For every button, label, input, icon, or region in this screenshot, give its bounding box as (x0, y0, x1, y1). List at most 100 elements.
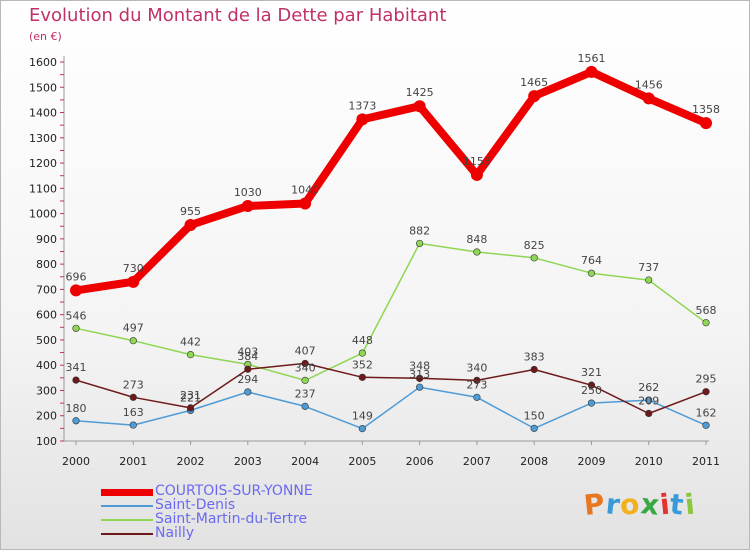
legend-swatch (101, 519, 153, 521)
x-tick-label: 2000 (62, 455, 90, 468)
data-label: 442 (180, 336, 201, 349)
series-line-3 (75, 362, 707, 415)
data-point (702, 421, 710, 429)
data-point (301, 402, 309, 410)
data-label: 273 (123, 378, 144, 391)
data-label: 825 (524, 239, 545, 252)
x-tick-labels: 2000 2001 2002 2003 2004 2005 2006 2007 2008 2009… (62, 455, 720, 468)
data-point (702, 388, 710, 396)
y-tick-label: 1300 (29, 132, 57, 145)
data-label: 295 (696, 373, 717, 386)
chart-axes (60, 56, 709, 445)
logo-letter: P (582, 486, 608, 523)
data-label: 348 (409, 359, 430, 372)
y-tick-label: 1100 (29, 182, 57, 195)
data-point (530, 254, 538, 262)
line-chart: 100 200 300 400 500 600 700 800 900 1000 1100 1200 1… (29, 52, 721, 468)
data-point (645, 396, 653, 404)
y-tick-label: 600 (36, 309, 57, 322)
x-tick-label: 2004 (291, 455, 319, 468)
data-point (473, 376, 481, 384)
data-point (585, 65, 598, 78)
data-label: 352 (352, 358, 373, 371)
data-label: 221 (180, 391, 201, 404)
data-point (645, 276, 653, 284)
data-point (129, 421, 137, 429)
x-tick-label: 2001 (119, 455, 147, 468)
data-point (72, 417, 80, 425)
data-label: 407 (295, 344, 316, 357)
data-label: 882 (409, 224, 430, 237)
data-label: 1561 (577, 52, 605, 65)
y-tick-label: 400 (36, 359, 57, 372)
data-point (299, 197, 312, 210)
data-point (186, 404, 195, 412)
data-point (301, 376, 309, 384)
data-point (473, 393, 481, 401)
data-point (358, 373, 366, 381)
series-layer (70, 65, 712, 433)
legend-swatch (101, 488, 153, 496)
x-tick-label: 2008 (520, 455, 548, 468)
data-label: 384 (237, 350, 258, 363)
data-point (129, 337, 137, 345)
data-label: 237 (295, 387, 316, 400)
data-point (184, 218, 197, 231)
legend-label: COURTOIS-SUR-YONNE (155, 483, 313, 499)
data-point (528, 90, 541, 103)
x-tick-label: 2009 (577, 455, 605, 468)
data-label: 149 (352, 410, 373, 423)
chart-subtitle: (en €) (29, 30, 62, 43)
data-point (416, 239, 424, 248)
data-label: 273 (466, 378, 487, 391)
data-point (72, 376, 80, 384)
data-label: 1153 (463, 155, 491, 168)
data-point (241, 200, 254, 213)
data-point (358, 425, 366, 433)
data-label: 383 (524, 350, 545, 363)
x-tick-label: 2010 (635, 455, 663, 468)
data-point (587, 381, 596, 389)
data-point (473, 248, 481, 256)
data-label: 497 (123, 322, 144, 335)
y-tick-label: 1200 (29, 157, 57, 170)
data-label: 764 (581, 254, 602, 267)
series-line-0 (75, 67, 708, 295)
data-label: 1425 (406, 86, 434, 99)
y-tick-label: 700 (36, 283, 57, 296)
data-point (358, 349, 366, 357)
data-point (244, 365, 252, 373)
y-tick-label: 500 (36, 334, 57, 347)
y-tick-label: 1600 (29, 56, 57, 69)
data-point (642, 92, 655, 105)
data-label-layer: 180 163 221 294 237 149 313 273 150 250 262 162 546 4… (66, 52, 721, 423)
data-label: 730 (123, 262, 144, 275)
y-tick-label: 900 (36, 233, 57, 246)
y-tick-label: 100 (36, 435, 57, 448)
data-point (413, 100, 426, 113)
data-point (244, 388, 252, 396)
data-point (416, 383, 424, 391)
legend-label: Saint-Martin-du-Tertre (155, 511, 308, 527)
data-label: 568 (696, 304, 717, 317)
y-tick-label: 1400 (29, 107, 57, 120)
data-label: 321 (581, 366, 602, 379)
data-point (702, 319, 710, 327)
data-label: 696 (66, 270, 87, 283)
y-tick-label: 300 (36, 384, 57, 397)
data-label: 250 (581, 384, 602, 397)
data-label: 162 (696, 406, 717, 419)
data-point (700, 117, 712, 130)
data-label: 313 (409, 368, 430, 381)
y-tick-labels: 100 200 300 400 500 600 700 800 900 1000 1100 1200 1… (29, 56, 57, 448)
legend-label: Saint-Denis (155, 497, 236, 513)
y-tick-label: 1500 (29, 81, 57, 94)
data-point (530, 424, 538, 432)
data-point (645, 409, 653, 418)
x-tick-label: 2006 (406, 455, 434, 468)
data-label: 403 (237, 345, 258, 358)
x-tick-label: 2002 (177, 455, 205, 468)
data-point (72, 324, 80, 332)
data-label: 1373 (348, 99, 376, 112)
